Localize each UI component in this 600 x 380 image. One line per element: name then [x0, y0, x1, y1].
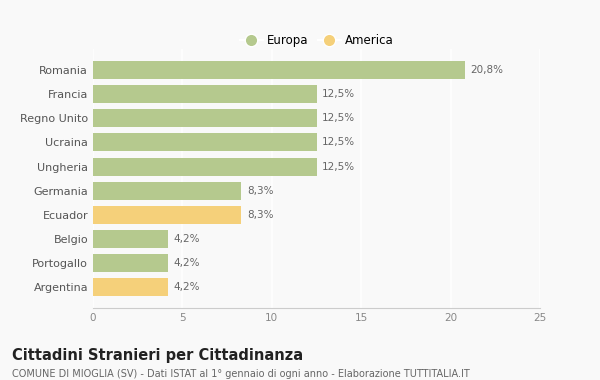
Bar	[93, 206, 241, 224]
Text: Cittadini Stranieri per Cittadinanza: Cittadini Stranieri per Cittadinanza	[12, 348, 303, 363]
Bar	[93, 182, 241, 200]
Text: 4,2%: 4,2%	[173, 282, 200, 292]
Bar	[93, 61, 465, 79]
Bar	[93, 230, 168, 248]
Text: 20,8%: 20,8%	[470, 65, 503, 75]
Text: COMUNE DI MIOGLIA (SV) - Dati ISTAT al 1° gennaio di ogni anno - Elaborazione TU: COMUNE DI MIOGLIA (SV) - Dati ISTAT al 1…	[12, 369, 470, 378]
Text: 8,3%: 8,3%	[247, 210, 273, 220]
Bar	[93, 133, 317, 152]
Text: 12,5%: 12,5%	[322, 113, 355, 124]
Bar	[93, 109, 317, 127]
Text: 12,5%: 12,5%	[322, 89, 355, 99]
Legend: Europa, America: Europa, America	[235, 30, 398, 52]
Bar	[93, 85, 317, 103]
Text: 4,2%: 4,2%	[173, 234, 200, 244]
Text: 4,2%: 4,2%	[173, 258, 200, 268]
Bar	[93, 158, 317, 176]
Text: 8,3%: 8,3%	[247, 186, 273, 196]
Bar	[93, 278, 168, 296]
Bar	[93, 254, 168, 272]
Text: 12,5%: 12,5%	[322, 162, 355, 171]
Text: 12,5%: 12,5%	[322, 138, 355, 147]
